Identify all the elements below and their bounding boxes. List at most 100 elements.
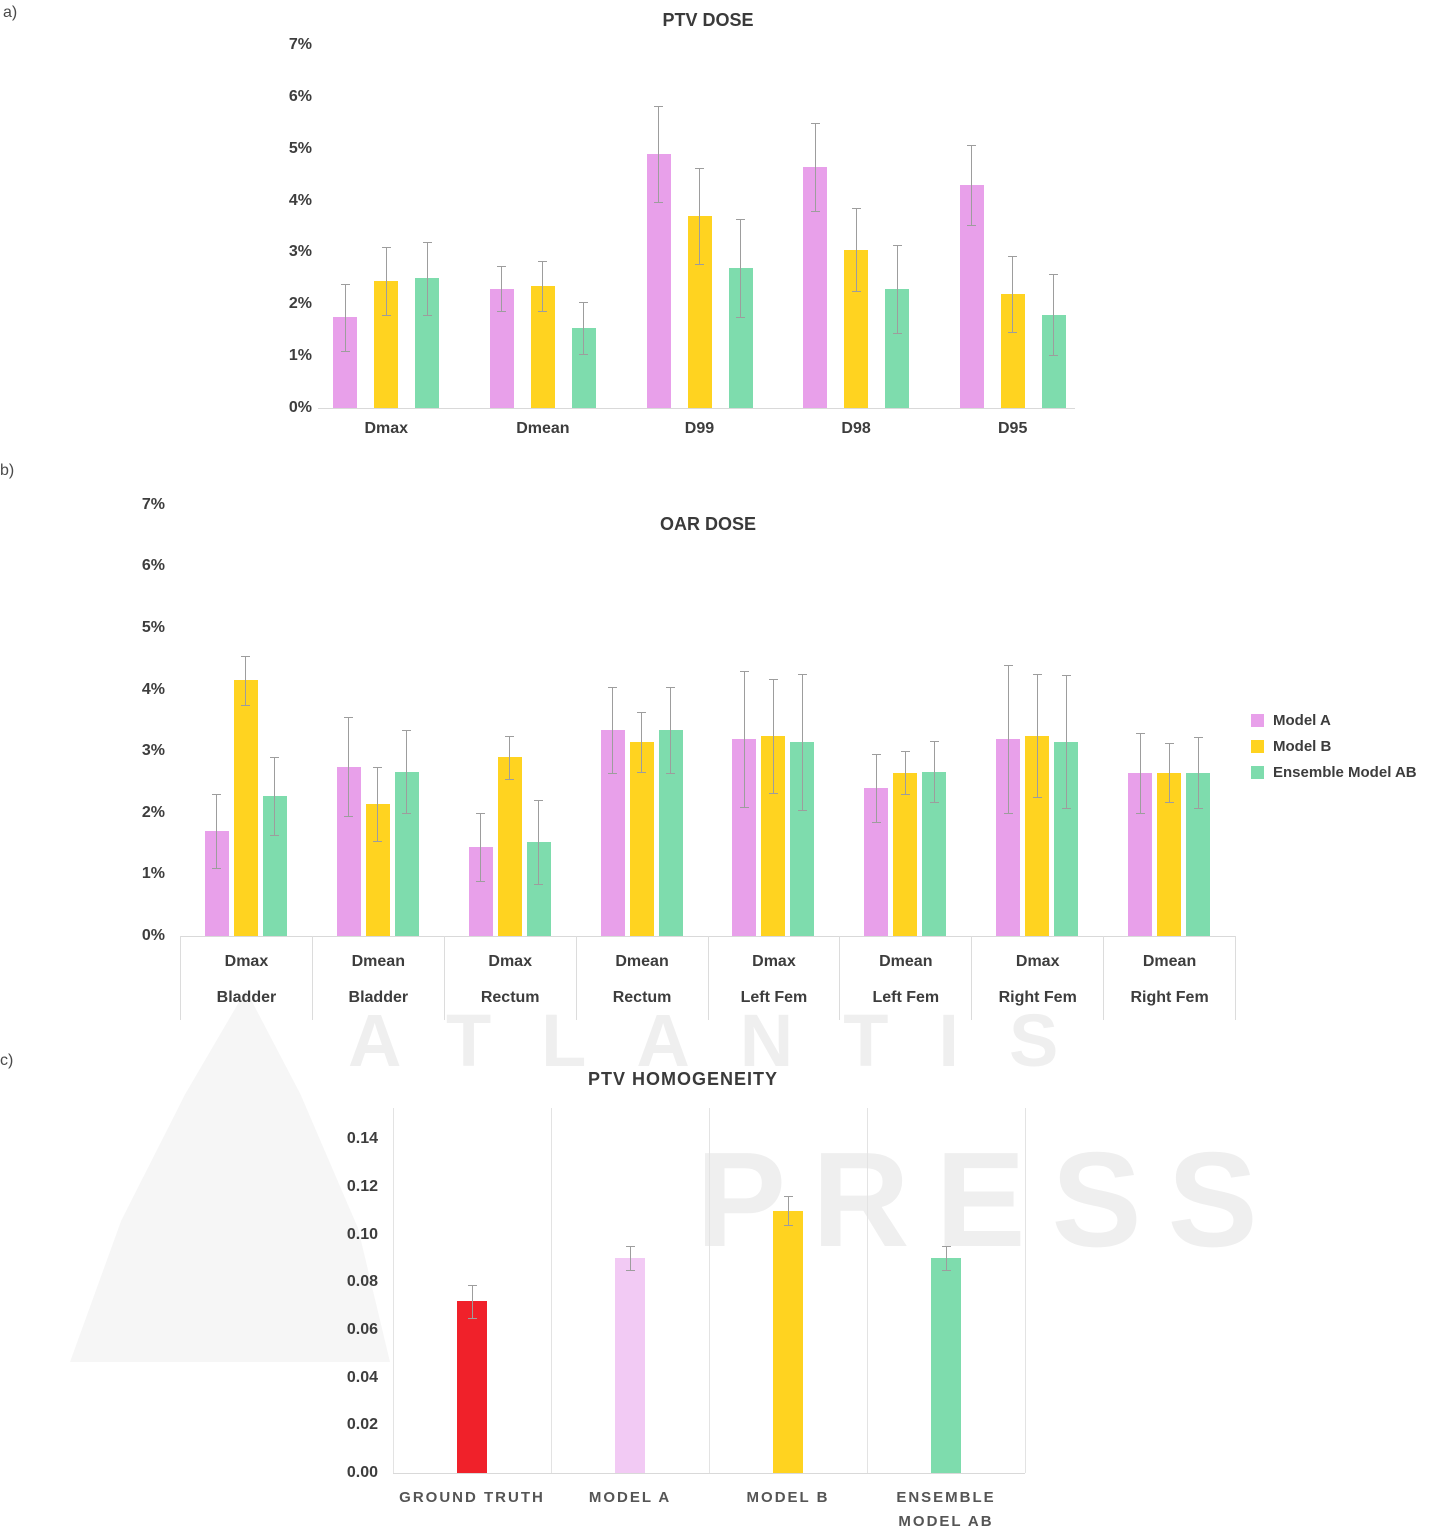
error-cap-top — [1049, 274, 1059, 276]
category-label: D98 — [841, 420, 871, 437]
error-cap-top — [695, 168, 704, 170]
category-cell: Dmax Left Fem — [707, 936, 840, 1020]
error-bar — [583, 301, 585, 354]
error-cap-top — [810, 122, 820, 124]
error-bar — [1168, 743, 1170, 803]
error-cap-top — [654, 106, 663, 108]
error-bar — [509, 735, 511, 779]
error-cap-bottom — [941, 1270, 951, 1272]
category-organ-label: Rectum — [480, 989, 540, 1006]
error-cap-bottom — [695, 263, 704, 265]
error-bar — [406, 729, 408, 814]
error-cap-top — [538, 261, 548, 263]
error-bar — [348, 717, 350, 816]
y-tick-label: 6% — [288, 87, 312, 105]
error-cap-top — [768, 678, 778, 680]
panel-b-label: b) — [0, 462, 15, 479]
y-tick-label: 5% — [141, 619, 165, 636]
grid-line — [867, 1108, 868, 1473]
error-cap-bottom — [579, 353, 589, 355]
y-tick-label: 1% — [141, 865, 165, 883]
error-cap-bottom — [666, 772, 676, 774]
error-cap-bottom — [871, 822, 881, 824]
category-cell: Dmean Right Fem — [1103, 936, 1235, 1020]
error-cap-bottom — [1164, 802, 1174, 804]
error-cap-bottom — [1032, 797, 1042, 799]
bar — [615, 1258, 645, 1473]
error-cap-top — [497, 266, 507, 268]
category-organ-label: Right Fem — [1130, 989, 1209, 1006]
error-cap-top — [467, 1284, 477, 1286]
error-cap-bottom — [851, 291, 861, 293]
error-cap-top — [1193, 737, 1203, 739]
error-bar — [699, 168, 700, 264]
error-cap-top — [505, 735, 515, 737]
error-cap-top — [625, 1246, 635, 1248]
error-cap-top — [851, 208, 861, 210]
legend-item: Model B — [1251, 738, 1417, 755]
category-organ-label: Right Fem — [998, 989, 1077, 1006]
y-tick-label: 4% — [288, 191, 312, 209]
error-bar — [658, 106, 659, 202]
error-cap-top — [373, 766, 383, 768]
error-bar — [1139, 732, 1141, 813]
error-cap-top — [892, 244, 902, 246]
bar — [931, 1258, 961, 1473]
error-bar — [629, 1246, 631, 1271]
error-bar — [971, 144, 973, 226]
category-cell: Dmean Left Fem — [839, 936, 971, 1020]
error-bar — [787, 1196, 789, 1225]
error-cap-bottom — [929, 802, 939, 804]
error-cap-bottom — [381, 314, 391, 316]
x-axis-line — [393, 1473, 1025, 1474]
error-bar — [740, 218, 741, 318]
error-cap-top — [270, 757, 280, 759]
error-cap-top — [1032, 674, 1042, 676]
grid-line — [551, 1108, 552, 1473]
category-metric-label: Dmax — [224, 953, 269, 970]
bar — [233, 680, 258, 936]
error-cap-top — [579, 301, 589, 303]
y-tick-label: 6% — [141, 557, 165, 575]
error-cap-bottom — [422, 314, 432, 316]
error-cap-bottom — [797, 809, 807, 811]
error-cap-bottom — [1003, 812, 1013, 814]
category-metric-label: Dmax — [488, 953, 532, 970]
error-bar — [542, 261, 544, 312]
error-cap-bottom — [344, 815, 354, 817]
watermark-logo — [70, 990, 390, 1362]
error-cap-bottom — [373, 840, 383, 842]
category-label-line: MODEL B — [746, 1489, 830, 1506]
legend-swatch — [1251, 714, 1264, 727]
y-tick-label: 5% — [288, 139, 312, 157]
category-metric-label: Dmax — [1015, 953, 1060, 970]
error-bar — [480, 812, 482, 881]
error-bar — [945, 1246, 947, 1271]
error-bar — [538, 800, 540, 885]
y-tick-label: 0% — [141, 927, 165, 944]
error-cap-bottom — [810, 210, 820, 212]
error-cap-bottom — [538, 311, 548, 313]
y-tick-label: 7% — [141, 495, 165, 513]
error-cap-bottom — [402, 813, 412, 815]
error-bar — [1065, 675, 1067, 809]
error-cap-bottom — [467, 1317, 477, 1319]
error-cap-top — [900, 751, 910, 753]
error-cap-bottom — [1049, 355, 1059, 357]
error-cap-bottom — [654, 201, 663, 203]
y-tick-label: 2% — [288, 295, 312, 313]
y-tick-label: 2% — [141, 803, 165, 821]
error-cap-top — [941, 1246, 951, 1248]
error-cap-bottom — [534, 884, 544, 886]
error-bar — [814, 122, 816, 211]
bar — [457, 1301, 487, 1473]
error-bar — [1053, 274, 1055, 356]
category-cell: Dmean Bladder — [311, 936, 444, 1020]
category-organ-label: Bladder — [348, 989, 409, 1006]
error-cap-top — [1008, 256, 1018, 258]
error-bar — [933, 740, 935, 803]
category-label-line: MODEL AB — [898, 1513, 994, 1530]
error-bar — [670, 686, 672, 773]
error-cap-bottom — [1193, 808, 1203, 810]
error-cap-bottom — [241, 705, 251, 706]
